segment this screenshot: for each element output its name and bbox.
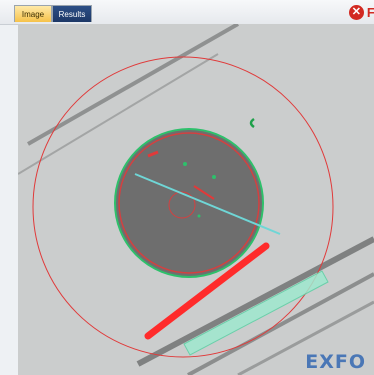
particle-marker: [197, 214, 201, 218]
scratch-line: [237, 300, 374, 375]
particle-marker: [212, 175, 216, 179]
tab-image[interactable]: Image: [14, 5, 52, 22]
fail-x-icon: ✕: [348, 4, 364, 20]
scratch-line: [136, 236, 374, 367]
fiber-endface-image: [18, 24, 374, 375]
scratch-defect-highlight: [134, 173, 281, 235]
particle-marker: [249, 117, 255, 129]
defect-marker: [147, 150, 159, 158]
fail-status-label: Fa: [366, 4, 374, 20]
defect-marker: [193, 185, 215, 200]
cladding-region: [115, 129, 263, 277]
cladding-outline: [114, 128, 264, 278]
exfo-logo: EXFO: [305, 351, 366, 373]
scratch-line: [187, 272, 374, 375]
fail-status: ✕ Fa: [348, 3, 374, 21]
scratch-line: [27, 24, 239, 146]
tab-bar: Image Results ✕ Fa: [0, 0, 374, 25]
scratch-defect-highlight: [144, 242, 270, 340]
contact-zone-outline: [32, 56, 334, 358]
defect-region-highlight: [183, 270, 329, 356]
inspection-image-viewport[interactable]: EXFO: [18, 24, 374, 375]
particle-marker: [183, 162, 187, 166]
cladding-inner-outline: [118, 132, 260, 274]
scratch-line: [18, 53, 219, 175]
tab-results[interactable]: Results: [52, 5, 92, 22]
core-outline: [168, 191, 196, 219]
